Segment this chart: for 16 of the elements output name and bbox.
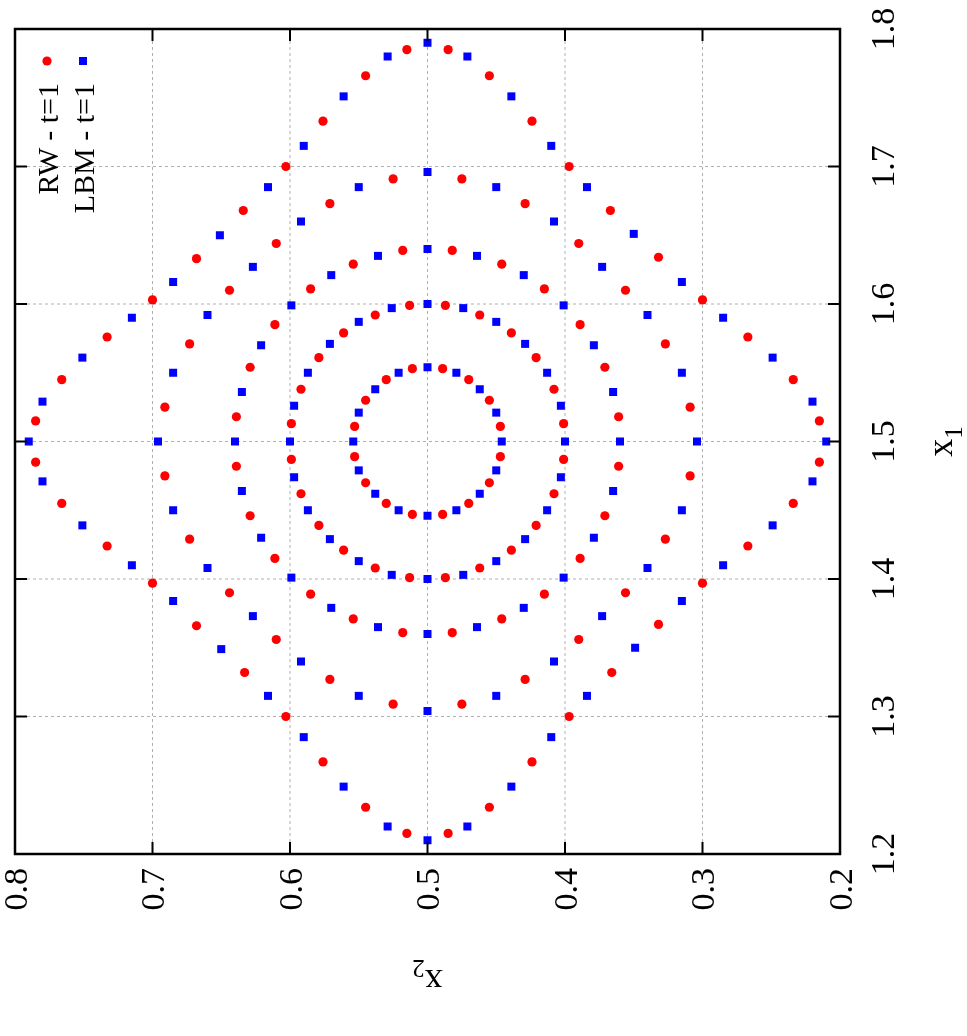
y-tick-label: 1.4 [863, 557, 901, 601]
legend-label: RW - t=1 [30, 83, 64, 195]
x-tick-label: 0.6 [271, 868, 309, 911]
y-tick-label: 1.5 [863, 420, 901, 463]
y-tick-label: 1.2 [863, 832, 901, 876]
y-tick-label: 1.8 [863, 7, 901, 51]
x-tick-label: 0.7 [134, 868, 171, 911]
x-tick-label: 0.3 [684, 868, 721, 911]
legend-label: LBM - t=1 [66, 83, 100, 214]
x-tick-label: 0.8 [0, 868, 34, 911]
x-tick-label: 0.4 [546, 868, 584, 911]
x-tick-label: 0.5 [409, 868, 446, 911]
y-tick-label: 1.7 [863, 145, 901, 188]
y-tick-label: 1.6 [863, 282, 901, 326]
y-tick-label: 1.3 [863, 695, 901, 738]
x-tick-label: 0.2 [821, 868, 859, 911]
